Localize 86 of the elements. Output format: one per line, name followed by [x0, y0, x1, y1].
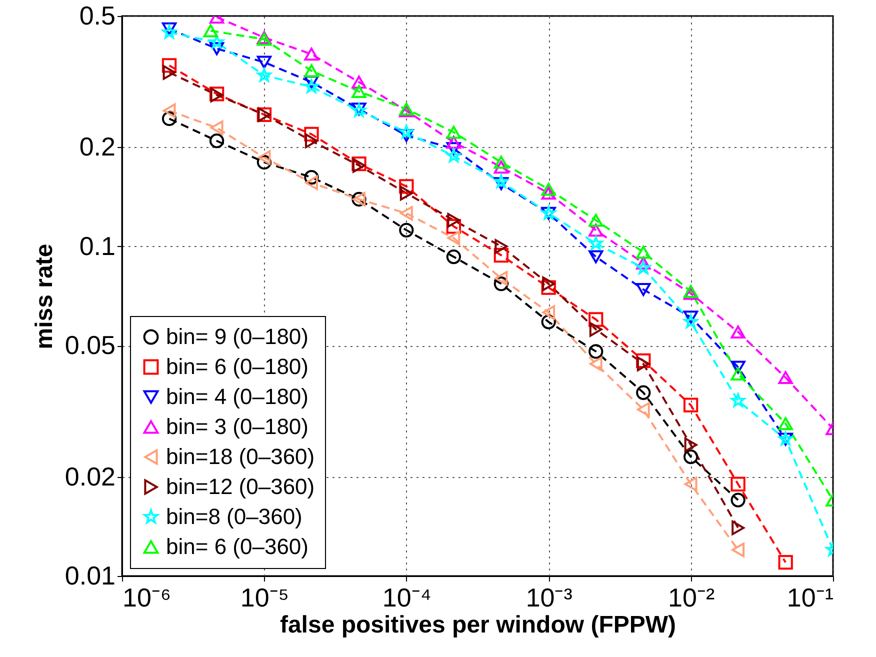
- point: [588, 344, 604, 359]
- x-axis-title: false positives per window (FPPW): [280, 612, 676, 638]
- point: [256, 56, 272, 69]
- y-tick-label: 0.02: [64, 461, 116, 492]
- y-tick-label: 0.01: [64, 560, 116, 590]
- point: [304, 79, 318, 93]
- legend-label: bin= 6 (0–360): [166, 534, 308, 559]
- point: [446, 249, 461, 264]
- point: [304, 170, 319, 185]
- point: [494, 174, 508, 188]
- x-tick-label: 10⁻⁴: [382, 582, 432, 612]
- point: [162, 103, 176, 118]
- point: [162, 22, 177, 36]
- point: [732, 542, 745, 558]
- x-tick-label: 10⁻¹: [786, 582, 834, 612]
- point: [636, 385, 651, 400]
- point: [256, 154, 272, 170]
- legend-label: bin= 6 (0–180): [166, 354, 308, 379]
- legend-label: bin= 9 (0–180): [166, 324, 308, 349]
- x-tick-label: 10⁻⁵: [240, 582, 290, 612]
- point: [446, 148, 461, 162]
- x-tick-label: 10⁻³: [526, 582, 573, 612]
- y-tick-label: 0.5: [79, 0, 116, 30]
- point: [400, 186, 413, 201]
- point: [636, 283, 651, 296]
- point: [400, 206, 413, 221]
- point: [589, 322, 602, 337]
- point: [304, 134, 318, 148]
- point: [684, 438, 698, 452]
- point: [588, 312, 604, 327]
- point: [683, 398, 698, 412]
- point: [542, 276, 556, 292]
- point: [447, 212, 460, 228]
- point: [588, 250, 604, 264]
- point: [446, 219, 461, 234]
- point: [162, 111, 177, 126]
- y-tick-label: 0.2: [79, 132, 116, 162]
- point: [304, 175, 318, 190]
- point: [730, 476, 746, 492]
- point: [684, 314, 698, 328]
- point: [636, 260, 650, 274]
- point: [399, 124, 414, 138]
- point: [162, 58, 177, 73]
- point: [778, 555, 793, 570]
- point: [683, 449, 698, 464]
- point: [446, 142, 461, 156]
- point: [494, 177, 509, 190]
- point: [494, 276, 509, 292]
- point: [730, 360, 746, 374]
- point: [730, 492, 746, 508]
- point: [399, 222, 414, 238]
- point: [494, 248, 509, 263]
- point: [209, 42, 224, 56]
- point: [447, 230, 460, 246]
- point: [209, 134, 224, 148]
- point: [683, 310, 698, 324]
- point: [542, 305, 556, 320]
- legend-label: bin= 3 (0–180): [166, 414, 308, 439]
- point: [589, 356, 602, 372]
- point: [399, 179, 414, 194]
- point: [636, 353, 651, 368]
- point: [636, 356, 650, 372]
- point: [257, 68, 272, 82]
- point: [494, 239, 508, 254]
- x-tick-label: 10⁻⁶: [122, 582, 172, 612]
- y-tick-label: 0.05: [64, 330, 116, 360]
- point: [684, 476, 698, 492]
- legend-label: bin=8 (0–360): [166, 504, 302, 529]
- point: [588, 236, 603, 250]
- legend-label: bin=18 (0–360): [166, 444, 315, 469]
- point: [636, 402, 650, 417]
- point: [162, 25, 176, 38]
- point: [210, 120, 224, 136]
- y-axis-title: miss rate: [30, 244, 58, 350]
- point: [541, 280, 556, 295]
- point: [732, 520, 745, 536]
- point: [258, 150, 271, 165]
- legend-label: bin= 4 (0–180): [166, 384, 308, 409]
- point: [162, 65, 176, 80]
- point: [304, 126, 319, 142]
- point: [731, 393, 746, 407]
- legend-label: bin=12 (0–360): [166, 474, 315, 499]
- y-tick-label: 0.1: [79, 230, 116, 261]
- point: [541, 314, 556, 330]
- x-tick-label: 10⁻²: [668, 582, 715, 612]
- point: [494, 271, 508, 286]
